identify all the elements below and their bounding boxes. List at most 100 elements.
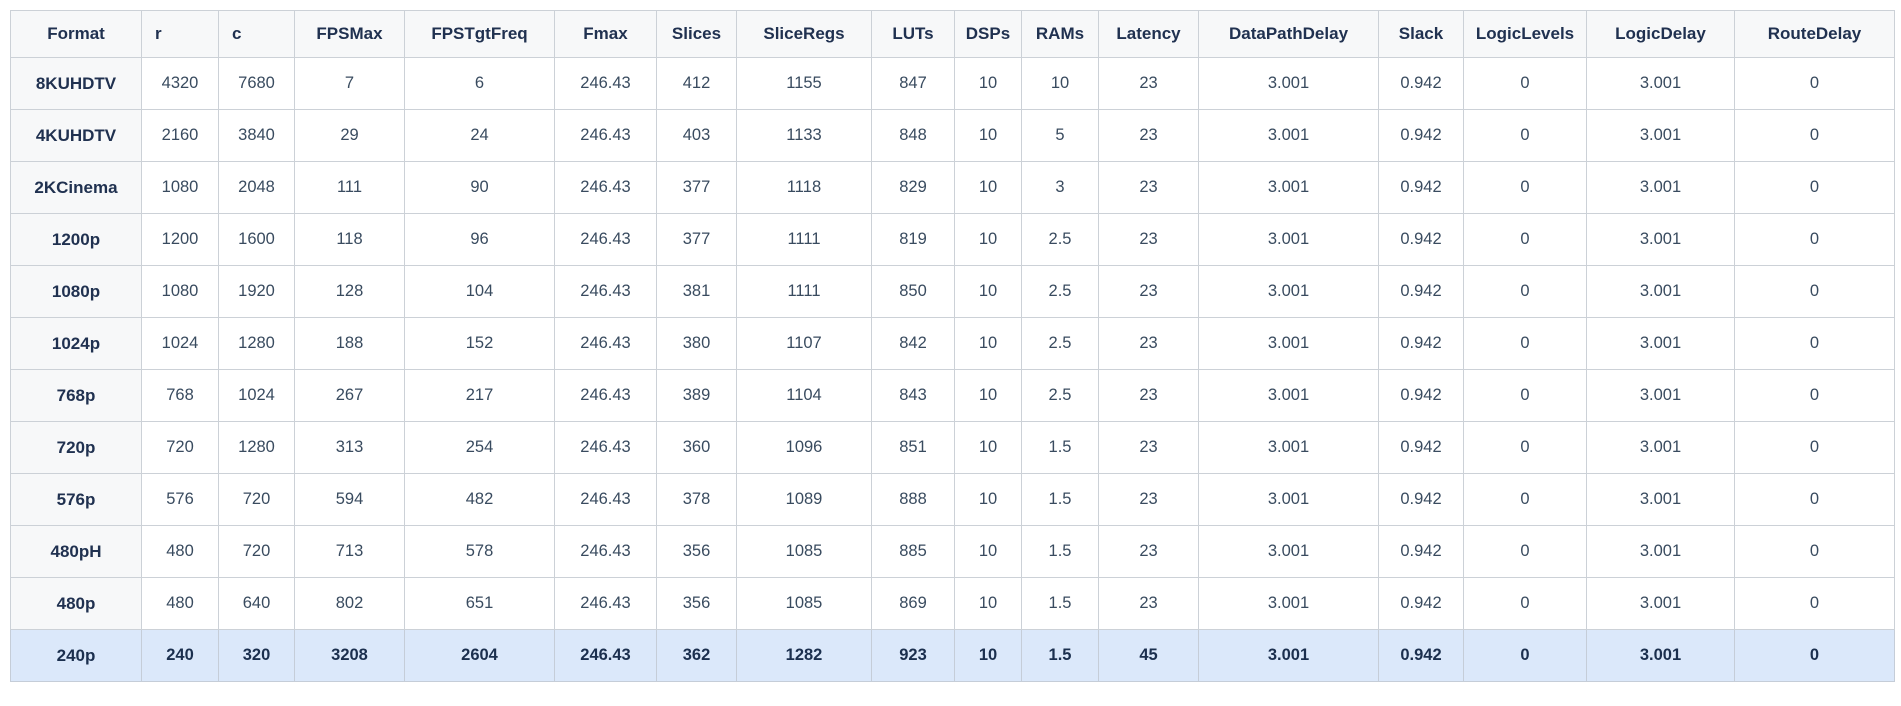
cell-fpsmax: 802 xyxy=(294,577,405,630)
cell-logiclevels: 0 xyxy=(1463,265,1587,318)
cell-luts: 829 xyxy=(871,161,955,214)
cell-luts: 843 xyxy=(871,369,955,422)
cell-latency: 23 xyxy=(1098,265,1199,318)
cell-r: 480 xyxy=(141,577,219,630)
cell-format: 576p xyxy=(10,473,142,526)
cell-slices: 389 xyxy=(656,369,737,422)
cell-sliceregs: 1107 xyxy=(736,317,872,370)
cell-fpstgtfreq: 96 xyxy=(404,213,555,266)
table-row: 4KUHDTV 2160 3840 29 24 246.43 403 1133 848 10 5 23… xyxy=(10,109,1895,162)
cell-c: 1024 xyxy=(218,369,295,422)
cell-format: 4KUHDTV xyxy=(10,109,142,162)
cell-rams: 1.5 xyxy=(1021,577,1099,630)
column-header-sliceregs: SliceRegs xyxy=(736,10,872,58)
cell-slack: 0.942 xyxy=(1378,161,1464,214)
cell-rams: 5 xyxy=(1021,109,1099,162)
cell-slack: 0.942 xyxy=(1378,109,1464,162)
table-row: 768p 768 1024 267 217 246.43 389 1104 843 10 2.5 23… xyxy=(10,369,1895,422)
cell-datapathdelay: 3.001 xyxy=(1198,577,1379,630)
cell-latency: 23 xyxy=(1098,161,1199,214)
cell-format: 8KUHDTV xyxy=(10,57,142,110)
cell-logiclevels: 0 xyxy=(1463,473,1587,526)
column-header-logicdelay: LogicDelay xyxy=(1586,10,1735,58)
cell-format: 1200p xyxy=(10,213,142,266)
cell-r: 1024 xyxy=(141,317,219,370)
cell-luts: 869 xyxy=(871,577,955,630)
cell-r: 1080 xyxy=(141,161,219,214)
cell-slices: 378 xyxy=(656,473,737,526)
cell-datapathdelay: 3.001 xyxy=(1198,317,1379,370)
cell-r: 720 xyxy=(141,421,219,474)
cell-logicdelay: 3.001 xyxy=(1586,577,1735,630)
cell-sliceregs: 1111 xyxy=(736,265,872,318)
cell-c: 2048 xyxy=(218,161,295,214)
cell-logicdelay: 3.001 xyxy=(1586,369,1735,422)
cell-slack: 0.942 xyxy=(1378,421,1464,474)
cell-dsps: 10 xyxy=(954,213,1022,266)
table-row: 480pH 480 720 713 578 246.43 356 1085 885 10 1.5 23… xyxy=(10,525,1895,578)
cell-fpstgtfreq: 152 xyxy=(404,317,555,370)
cell-fpsmax: 594 xyxy=(294,473,405,526)
cell-logiclevels: 0 xyxy=(1463,421,1587,474)
cell-latency: 23 xyxy=(1098,109,1199,162)
cell-routedelay: 0 xyxy=(1734,57,1895,110)
cell-fmax: 246.43 xyxy=(554,317,657,370)
cell-sliceregs: 1104 xyxy=(736,369,872,422)
cell-fmax: 246.43 xyxy=(554,161,657,214)
cell-dsps: 10 xyxy=(954,525,1022,578)
cell-fpstgtfreq: 90 xyxy=(404,161,555,214)
cell-c: 1920 xyxy=(218,265,295,318)
cell-logicdelay: 3.001 xyxy=(1586,421,1735,474)
cell-c: 1280 xyxy=(218,317,295,370)
cell-logiclevels: 0 xyxy=(1463,317,1587,370)
cell-fmax: 246.43 xyxy=(554,629,657,682)
cell-format: 768p xyxy=(10,369,142,422)
cell-slack: 0.942 xyxy=(1378,473,1464,526)
cell-luts: 847 xyxy=(871,57,955,110)
cell-slices: 381 xyxy=(656,265,737,318)
cell-r: 4320 xyxy=(141,57,219,110)
cell-routedelay: 0 xyxy=(1734,369,1895,422)
cell-fpsmax: 128 xyxy=(294,265,405,318)
cell-sliceregs: 1089 xyxy=(736,473,872,526)
cell-rams: 2.5 xyxy=(1021,213,1099,266)
results-table-container: Format r c FPSMax FPSTgtFreq Fmax Slices SliceR… xyxy=(10,10,1895,682)
cell-c: 1600 xyxy=(218,213,295,266)
table-row: 8KUHDTV 4320 7680 7 6 246.43 412 1155 847 10 10 23 3… xyxy=(10,57,1895,110)
cell-dsps: 10 xyxy=(954,577,1022,630)
table-row: 1080p 1080 1920 128 104 246.43 381 1111 850 10 2.5… xyxy=(10,265,1895,318)
cell-latency: 23 xyxy=(1098,473,1199,526)
cell-sliceregs: 1282 xyxy=(736,629,872,682)
cell-fmax: 246.43 xyxy=(554,525,657,578)
cell-format: 1024p xyxy=(10,317,142,370)
cell-dsps: 10 xyxy=(954,57,1022,110)
cell-fpsmax: 313 xyxy=(294,421,405,474)
column-header-fmax: Fmax xyxy=(554,10,657,58)
cell-fpstgtfreq: 482 xyxy=(404,473,555,526)
cell-logiclevels: 0 xyxy=(1463,525,1587,578)
cell-logicdelay: 3.001 xyxy=(1586,629,1735,682)
cell-fpsmax: 713 xyxy=(294,525,405,578)
column-header-latency: Latency xyxy=(1098,10,1199,58)
cell-fmax: 246.43 xyxy=(554,369,657,422)
cell-r: 576 xyxy=(141,473,219,526)
cell-logiclevels: 0 xyxy=(1463,213,1587,266)
cell-logiclevels: 0 xyxy=(1463,369,1587,422)
cell-sliceregs: 1111 xyxy=(736,213,872,266)
column-header-routedelay: RouteDelay xyxy=(1734,10,1895,58)
cell-luts: 885 xyxy=(871,525,955,578)
cell-format: 2KCinema xyxy=(10,161,142,214)
cell-fpsmax: 118 xyxy=(294,213,405,266)
cell-format: 240p xyxy=(10,629,142,682)
cell-logicdelay: 3.001 xyxy=(1586,525,1735,578)
cell-logiclevels: 0 xyxy=(1463,161,1587,214)
table-header: Format r c FPSMax FPSTgtFreq Fmax Slices SliceR… xyxy=(10,10,1895,58)
cell-dsps: 10 xyxy=(954,473,1022,526)
cell-sliceregs: 1155 xyxy=(736,57,872,110)
cell-fpstgtfreq: 217 xyxy=(404,369,555,422)
column-header-slices: Slices xyxy=(656,10,737,58)
cell-r: 2160 xyxy=(141,109,219,162)
table-row: 576p 576 720 594 482 246.43 378 1089 888 10 1.5 23 3… xyxy=(10,473,1895,526)
cell-luts: 923 xyxy=(871,629,955,682)
cell-slack: 0.942 xyxy=(1378,577,1464,630)
